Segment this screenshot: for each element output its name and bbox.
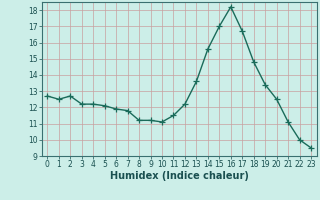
X-axis label: Humidex (Indice chaleur): Humidex (Indice chaleur) [110,171,249,181]
